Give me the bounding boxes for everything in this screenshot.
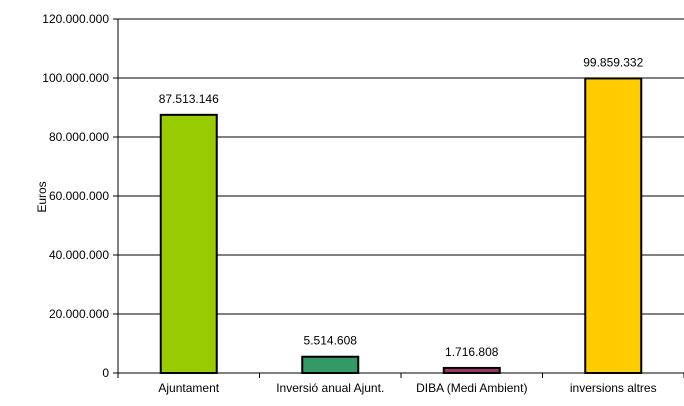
y-tick-label: 0 [102,366,109,380]
data-label: 5.514.608 [304,334,358,348]
y-tick-label: 20.000.000 [49,307,109,321]
labels: 0 20.000.000 40.000.000 60.000.000 80.000.00… [42,12,656,395]
x-category-label: inversions altres [570,381,657,395]
bar-inversi-anual-ajunt [301,355,360,374]
data-label: 99.859.332 [583,55,643,69]
bar-inversions-altres [584,77,643,374]
y-axis-title: Euros [35,181,49,212]
data-label: 87.513.146 [159,92,219,106]
bar-diba-medi-ambient [442,366,501,375]
y-tick-label: 120.000.000 [42,12,109,26]
y-tick-label: 100.000.000 [42,71,109,85]
data-label: 1.716.808 [445,345,499,359]
y-tick-label: 40.000.000 [49,248,109,262]
x-category-label: Ajuntament [158,381,219,395]
bars [159,77,643,375]
x-category-label: Inversió anual Ajunt. [276,381,384,395]
bar-ajuntament [159,113,218,375]
x-category-label: DIBA (Medi Ambient) [416,381,527,395]
y-tick-label: 80.000.000 [49,130,109,144]
y-tick-label: 60.000.000 [49,189,109,203]
